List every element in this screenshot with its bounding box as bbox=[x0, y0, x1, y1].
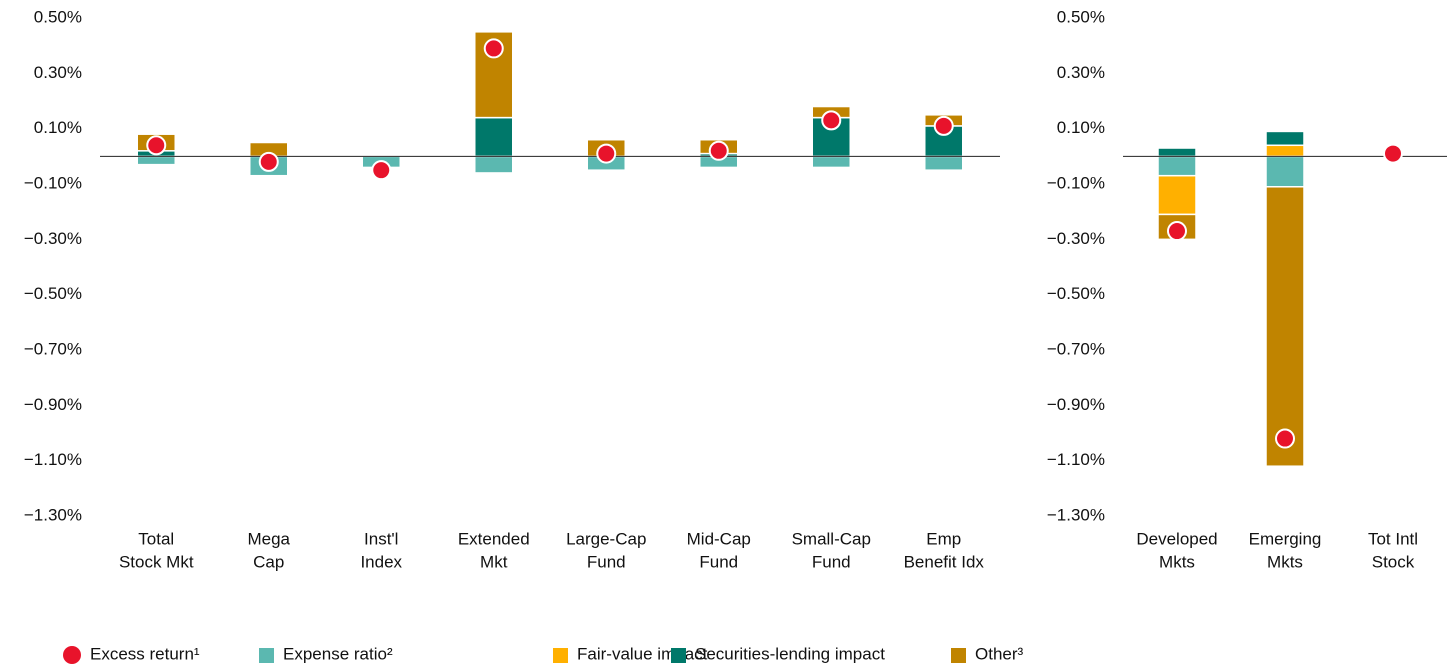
y-tick-label: −1.30% bbox=[24, 505, 82, 524]
legend-label: Fair-value impact bbox=[577, 644, 708, 663]
x-tick-label: Extended bbox=[458, 529, 530, 548]
x-tick-label: Mkts bbox=[1267, 552, 1303, 571]
bar-segment bbox=[1157, 155, 1197, 177]
excess-return-dot bbox=[596, 143, 617, 164]
excess-return-dot bbox=[708, 140, 729, 161]
y-tick-label: −0.30% bbox=[1047, 229, 1105, 248]
x-tick-label: Stock bbox=[1372, 552, 1415, 571]
excess-return-dot bbox=[1167, 221, 1187, 242]
excess-return-dot bbox=[933, 115, 954, 136]
x-tick-label: Emerging bbox=[1249, 529, 1322, 548]
x-tick-label: Index bbox=[360, 552, 402, 571]
y-tick-label: 0.30% bbox=[1057, 63, 1105, 82]
x-tick-label: Small-Cap bbox=[792, 529, 871, 548]
y-tick-label: −0.50% bbox=[24, 284, 82, 303]
y-tick-label: 0.30% bbox=[34, 63, 82, 82]
x-tick-label: Developed bbox=[1136, 529, 1217, 548]
y-tick-label: −0.10% bbox=[1047, 173, 1105, 192]
legend-dot bbox=[63, 646, 81, 664]
y-tick-label: −0.90% bbox=[1047, 395, 1105, 414]
x-tick-label: Stock Mkt bbox=[119, 552, 194, 571]
x-tick-label: Emp bbox=[926, 529, 961, 548]
excess-return-dot bbox=[146, 135, 167, 156]
y-tick-label: −1.10% bbox=[1047, 450, 1105, 469]
legend-label: Expense ratio² bbox=[283, 644, 393, 663]
x-tick-label: Benefit Idx bbox=[904, 552, 985, 571]
x-tick-label: Mkt bbox=[480, 552, 508, 571]
y-tick-label: −1.30% bbox=[1047, 505, 1105, 524]
excess-return-dot bbox=[1383, 143, 1403, 164]
bar-segment bbox=[474, 116, 514, 158]
x-tick-label: Mid-Cap bbox=[687, 529, 751, 548]
excess-return-dot bbox=[821, 110, 842, 131]
y-tick-label: −1.10% bbox=[24, 450, 82, 469]
legend-swatch bbox=[671, 648, 686, 663]
x-tick-label: Mega bbox=[247, 529, 290, 548]
y-tick-label: −0.70% bbox=[1047, 339, 1105, 358]
x-tick-label: Large-Cap bbox=[566, 529, 646, 548]
x-tick-label: Inst'l bbox=[364, 529, 398, 548]
legend-label: Securities-lending impact bbox=[695, 644, 885, 663]
legend-swatch bbox=[259, 648, 274, 663]
legend-label: Other³ bbox=[975, 644, 1024, 663]
bar-segment bbox=[811, 155, 851, 169]
bar-segment bbox=[924, 155, 964, 171]
excess-return-dot bbox=[371, 160, 392, 181]
bar-segment bbox=[136, 155, 176, 166]
bar-segment bbox=[1265, 155, 1305, 188]
x-tick-label: Cap bbox=[253, 552, 284, 571]
y-tick-label: 0.50% bbox=[34, 7, 82, 26]
legend-swatch bbox=[951, 648, 966, 663]
y-tick-label: −0.50% bbox=[1047, 284, 1105, 303]
excess-return-dot bbox=[258, 151, 279, 172]
bar-segment bbox=[1157, 147, 1197, 158]
y-tick-label: −0.30% bbox=[24, 229, 82, 248]
x-tick-label: Total bbox=[138, 529, 174, 548]
y-tick-label: 0.50% bbox=[1057, 7, 1105, 26]
bar-segment bbox=[1265, 130, 1305, 147]
bar-segment bbox=[1265, 144, 1305, 158]
excess-return-dot bbox=[483, 38, 504, 59]
excess-return-dot bbox=[1275, 428, 1295, 449]
bar-segment bbox=[1265, 186, 1305, 467]
y-tick-label: −0.90% bbox=[24, 395, 82, 414]
x-tick-label: Tot Intl bbox=[1368, 529, 1418, 548]
y-tick-label: 0.10% bbox=[1057, 118, 1105, 137]
x-tick-label: Fund bbox=[587, 552, 626, 571]
x-tick-label: Fund bbox=[699, 552, 738, 571]
x-tick-label: Fund bbox=[812, 552, 851, 571]
y-tick-label: −0.70% bbox=[24, 339, 82, 358]
y-tick-label: −0.10% bbox=[24, 173, 82, 192]
legend-swatch bbox=[553, 648, 568, 663]
x-tick-label: Mkts bbox=[1159, 552, 1195, 571]
bar-segment bbox=[474, 155, 514, 174]
y-tick-label: 0.10% bbox=[34, 118, 82, 137]
legend-label: Excess return¹ bbox=[90, 644, 200, 663]
bar-segment bbox=[1157, 174, 1197, 216]
